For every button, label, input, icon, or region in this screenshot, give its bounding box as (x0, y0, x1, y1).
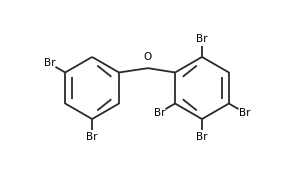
Text: Br: Br (196, 34, 208, 44)
Text: Br: Br (44, 58, 55, 68)
Text: O: O (144, 52, 152, 62)
Text: Br: Br (154, 108, 165, 118)
Text: Br: Br (239, 108, 250, 118)
Text: Br: Br (196, 132, 208, 142)
Text: Br: Br (86, 132, 98, 142)
